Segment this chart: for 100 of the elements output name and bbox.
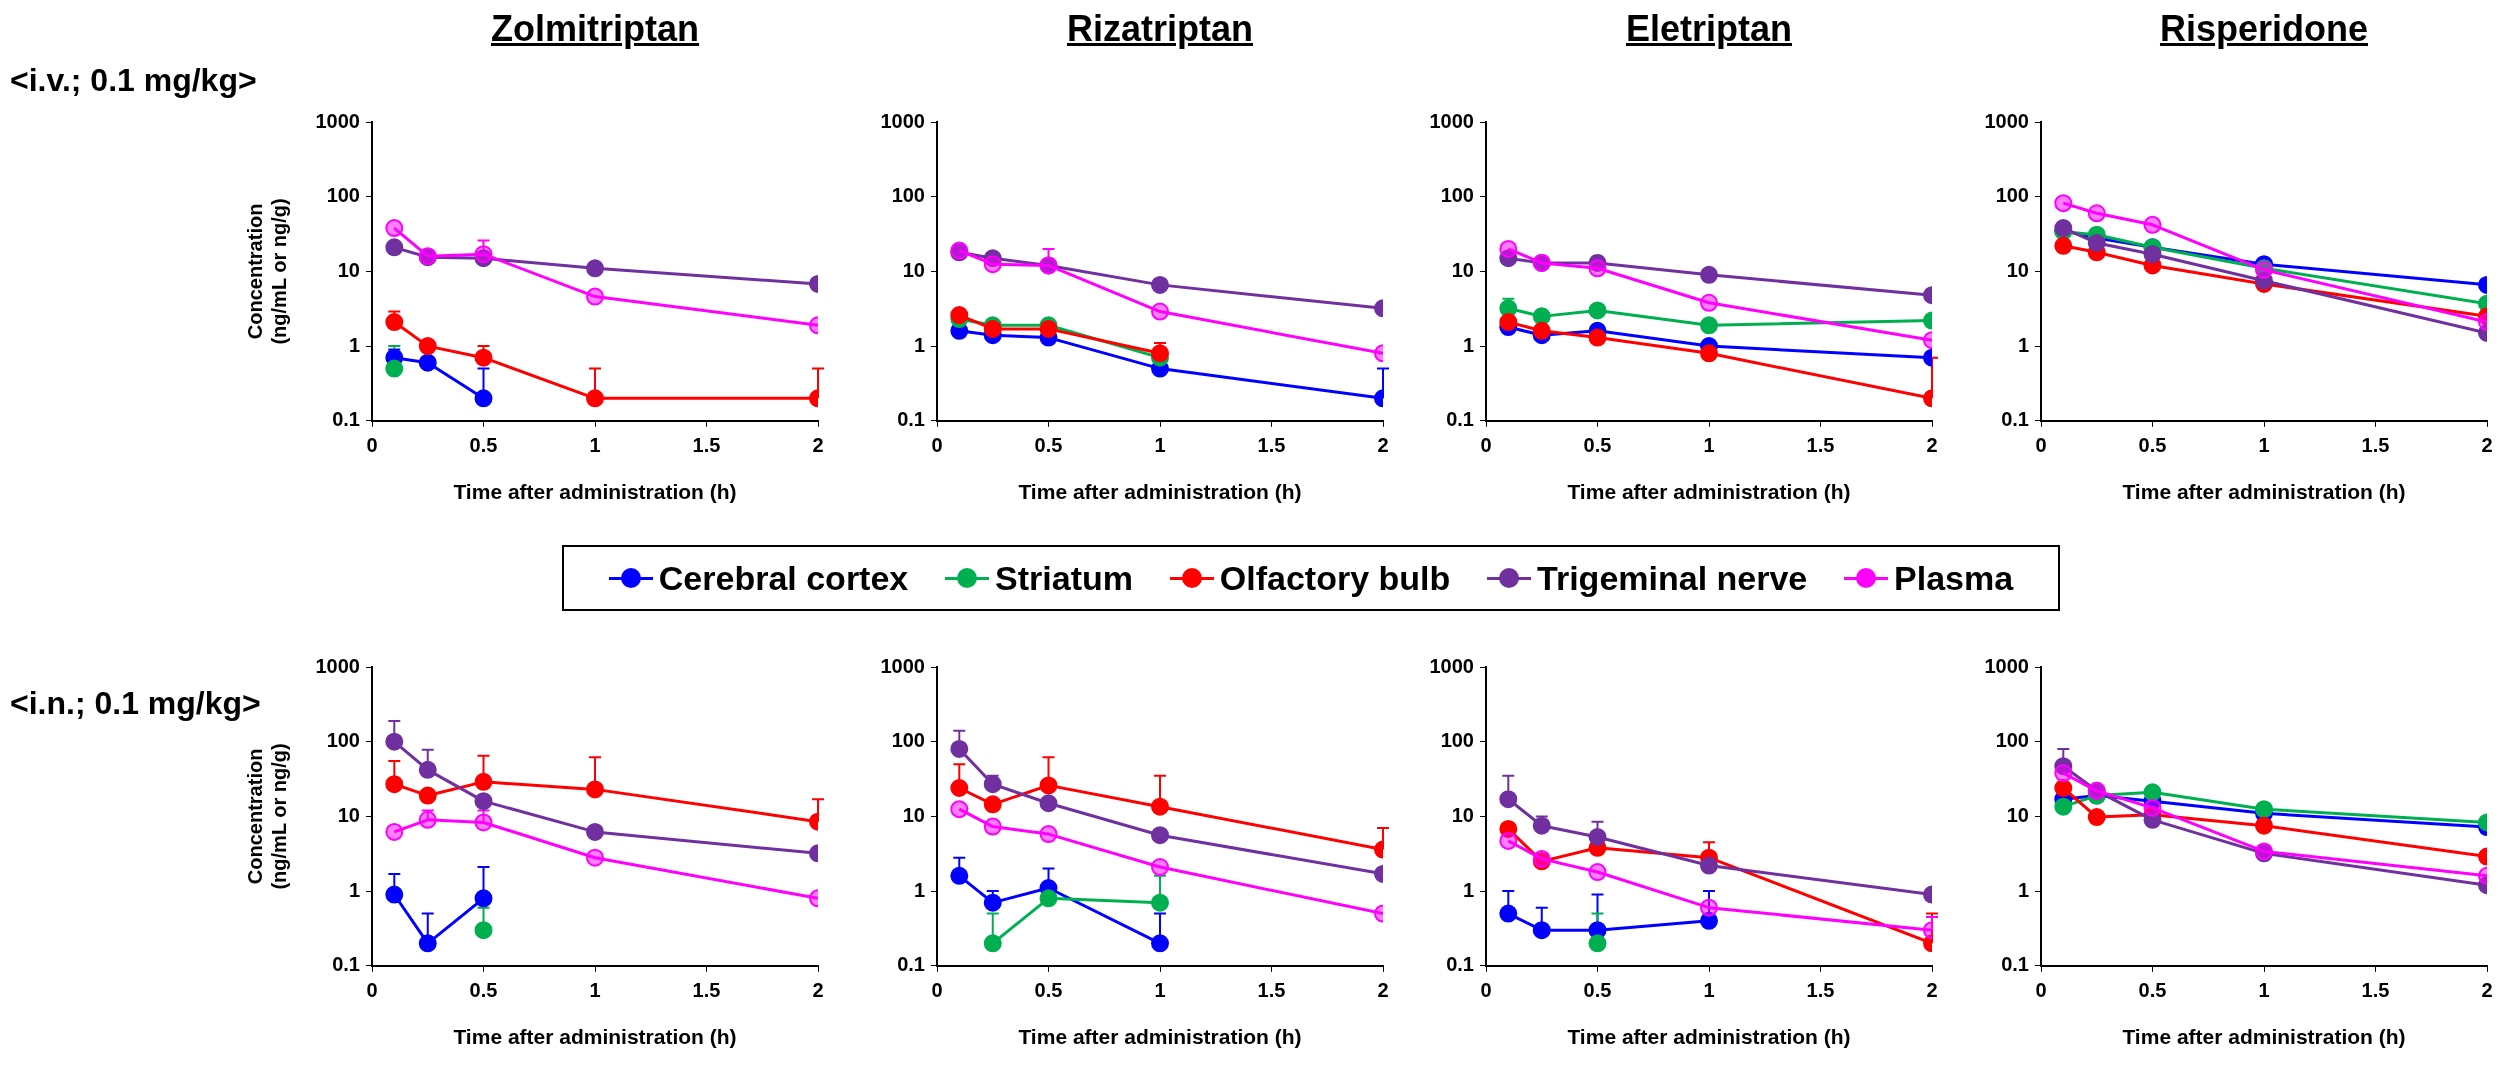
- y-axis-title: Concentration (ng/mL or ng/g): [243, 743, 290, 890]
- point: [2087, 234, 2106, 252]
- x-tick-label: 0: [931, 434, 943, 457]
- x-tick-label: 1: [2258, 434, 2270, 457]
- y-tick-label: 1000: [880, 654, 925, 677]
- point: [1151, 858, 1169, 877]
- point: [950, 739, 969, 758]
- x-tick-label: 2: [2481, 434, 2493, 457]
- x-axis-title: Time after administration (h): [1567, 1025, 1851, 1049]
- point: [1700, 344, 1718, 363]
- y-tick-label: 1: [348, 878, 360, 901]
- y-tick-label: 10: [337, 258, 360, 281]
- x-tick-label: 0.5: [469, 979, 498, 1002]
- point: [418, 353, 437, 372]
- point: [1499, 239, 1518, 258]
- point: [2054, 194, 2073, 213]
- x-tick-label: 0: [1480, 979, 1492, 1002]
- point: [1039, 794, 1058, 813]
- x-tick-label: 0: [2035, 434, 2047, 457]
- point: [2087, 204, 2106, 223]
- point: [1499, 249, 1518, 268]
- x-tick-label: 0.5: [2138, 434, 2167, 457]
- point: [1700, 293, 1718, 312]
- x-tick-label: 1: [1703, 434, 1715, 457]
- x-tick-label: 0: [2035, 979, 2047, 1002]
- point: [1588, 301, 1607, 320]
- point: [2255, 800, 2273, 819]
- x-tick-label: 0.5: [1583, 434, 1612, 457]
- point: [1499, 831, 1518, 850]
- point: [2054, 797, 2073, 816]
- x-tick-label: 1: [589, 979, 601, 1002]
- point: [385, 885, 404, 904]
- y-tick-label: 100: [1995, 184, 2029, 207]
- point: [474, 348, 493, 367]
- y-tick-label: 0.1: [1446, 953, 1474, 976]
- y-tick-label: 100: [1440, 184, 1474, 207]
- point: [983, 817, 1002, 836]
- x-tick-label: 0.5: [1034, 979, 1063, 1002]
- y-tick-label: 10: [902, 803, 925, 826]
- x-tick-label: 0: [1480, 434, 1492, 457]
- point: [1039, 776, 1058, 795]
- y-tick-label: 10: [2006, 258, 2029, 281]
- y-tick-label: 10: [1451, 803, 1474, 826]
- point: [418, 786, 437, 805]
- y-tick-label: 10: [902, 258, 925, 281]
- point: [586, 848, 604, 867]
- y-tick-label: 0.1: [332, 953, 360, 976]
- point: [1588, 259, 1607, 278]
- y-tick-label: 1: [2017, 878, 2029, 901]
- point: [418, 810, 437, 829]
- y-tick-label: 100: [1440, 729, 1474, 752]
- y-tick-label: 10: [337, 803, 360, 826]
- point: [385, 219, 404, 238]
- x-axis-title: Time after administration (h): [453, 480, 737, 504]
- point: [1588, 328, 1607, 347]
- point: [983, 893, 1002, 912]
- x-tick-label: 1: [2258, 979, 2270, 1002]
- point: [474, 889, 493, 908]
- point: [1700, 856, 1718, 875]
- x-axis-title: Time after administration (h): [1018, 1025, 1302, 1049]
- x-axis-title: Time after administration (h): [2122, 1025, 2406, 1049]
- point: [474, 813, 493, 832]
- point: [983, 775, 1002, 794]
- x-tick-label: 2: [2481, 979, 2493, 1002]
- y-tick-label: 1000: [880, 109, 925, 132]
- point: [1151, 826, 1169, 845]
- point: [586, 259, 604, 278]
- y-axis-title: Concentration (ng/mL or ng/g): [243, 198, 290, 345]
- y-tick-label: 1000: [1429, 654, 1474, 677]
- point: [2054, 779, 2073, 797]
- point: [1700, 316, 1718, 335]
- y-tick-label: 0.1: [1446, 408, 1474, 431]
- x-tick-label: 1.5: [1806, 979, 1835, 1002]
- point: [2054, 757, 2073, 776]
- point: [1588, 934, 1607, 953]
- point: [1700, 265, 1718, 284]
- point: [1151, 275, 1169, 294]
- point: [1151, 893, 1169, 912]
- point: [418, 934, 437, 953]
- point: [2143, 783, 2162, 802]
- x-tick-label: 0: [931, 979, 943, 1002]
- y-tick-label: 1: [348, 333, 360, 356]
- point: [1151, 302, 1169, 321]
- y-tick-label: 0.1: [897, 408, 925, 431]
- point: [474, 389, 493, 408]
- x-tick-label: 2: [1926, 434, 1938, 457]
- point: [385, 732, 404, 751]
- x-tick-label: 1.5: [1257, 979, 1286, 1002]
- x-tick-label: 0.5: [469, 434, 498, 457]
- chart-title: Rizatriptan: [1066, 8, 1254, 50]
- x-tick-label: 0.5: [1583, 979, 1612, 1002]
- point: [418, 337, 437, 356]
- point: [385, 822, 404, 841]
- x-tick-label: 0: [366, 979, 378, 1002]
- x-axis-title: Time after administration (h): [1567, 480, 1851, 504]
- y-tick-label: 100: [891, 184, 925, 207]
- point: [2054, 236, 2073, 255]
- point: [983, 255, 1002, 274]
- point: [950, 800, 969, 819]
- point: [474, 792, 493, 811]
